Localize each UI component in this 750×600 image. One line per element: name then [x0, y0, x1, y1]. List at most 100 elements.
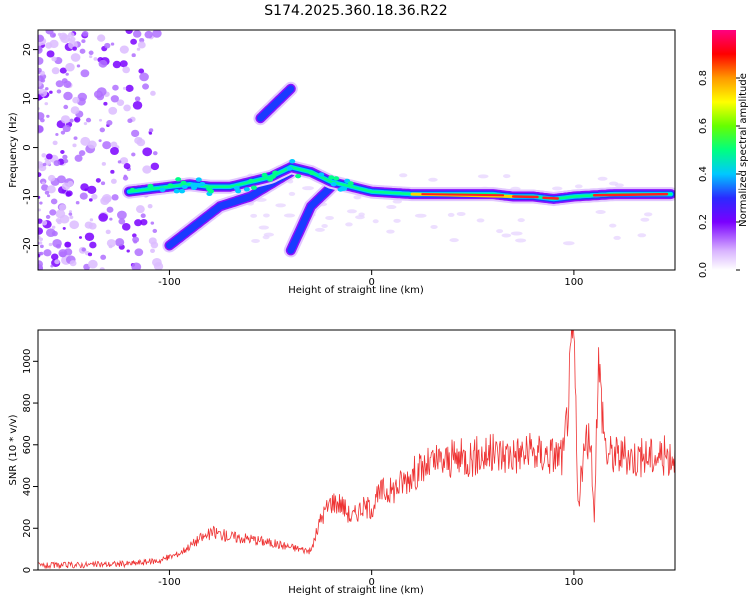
noise-blob [393, 218, 401, 223]
ridge-spot [195, 177, 202, 182]
noise-blob [38, 172, 42, 178]
noise-blob [80, 136, 91, 146]
noise-blob [41, 153, 47, 158]
noise-blob [345, 222, 353, 227]
ridge-spot [295, 173, 302, 179]
noise-blob [152, 228, 158, 234]
noise-blob [98, 118, 103, 122]
noise-blob [40, 78, 46, 83]
noise-blob [38, 253, 41, 258]
noise-blob [132, 233, 137, 238]
noise-blob [63, 104, 69, 110]
ridge-peak [542, 196, 559, 200]
noise-blob [41, 181, 45, 185]
spectrogram-ylabel: Frequency (Hz) [8, 112, 19, 188]
noise-blob [55, 132, 59, 136]
noise-blob [150, 90, 156, 96]
noise-blob [142, 165, 152, 174]
colorbar-label: Normalized spectral amplitude [738, 73, 749, 227]
noise-blob [386, 229, 395, 234]
y-tick-label: 20 [22, 43, 33, 56]
noise-blob [109, 217, 113, 221]
noise-blob [140, 213, 146, 219]
noise-blob [134, 136, 143, 145]
noise-blob [106, 206, 114, 213]
noise-blob [65, 72, 69, 76]
spectrogram-xlabel: Height of straight line (km) [288, 285, 424, 296]
noise-blob [98, 213, 108, 222]
noise-blob [152, 30, 162, 38]
noise-blob [496, 229, 504, 234]
noise-blob [44, 190, 50, 195]
noise-blob [288, 191, 296, 196]
noise-blob [127, 118, 133, 124]
noise-blob [503, 174, 511, 179]
noise-blob [68, 212, 73, 216]
snr-line [38, 330, 675, 570]
noise-blob [72, 143, 77, 148]
noise-blob [89, 55, 93, 59]
noise-blob [476, 218, 485, 223]
noise-blob [302, 186, 315, 191]
noise-blob [139, 72, 149, 82]
noise-blob [51, 56, 57, 62]
noise-blob [134, 219, 143, 227]
noise-blob [72, 96, 80, 104]
noise-blob [78, 236, 83, 239]
noise-blob [74, 154, 83, 162]
y-tick-label: 600 [22, 435, 33, 454]
y-tick-label: 0 [22, 144, 33, 150]
noise-blob [131, 152, 136, 157]
noise-blob [142, 147, 153, 157]
noise-blob [89, 218, 94, 222]
noise-blob [73, 136, 78, 140]
noise-blob [372, 219, 379, 224]
noise-blob [106, 239, 116, 248]
ridge-spot [147, 183, 154, 189]
noise-blob [60, 34, 71, 44]
noise-blob [48, 242, 53, 247]
noise-blob [119, 157, 129, 165]
noise-blob [112, 60, 122, 69]
noise-blob [62, 154, 68, 160]
ridge-spot [167, 183, 174, 188]
noise-blob [75, 201, 80, 205]
noise-blob [562, 241, 575, 246]
noise-blob [55, 218, 61, 223]
noise-blob [251, 238, 260, 243]
noise-blob [39, 237, 44, 242]
snr-plot-area [38, 330, 675, 570]
chart-title: S174.2025.360.18.36.R22 [264, 3, 447, 19]
ridge-spot [250, 185, 257, 190]
noise-blob [386, 205, 397, 210]
ridge-spot [129, 187, 136, 193]
noise-blob [275, 203, 286, 208]
y-tick-label: 0 [22, 567, 33, 573]
noise-blob [59, 204, 67, 211]
noise-blob [122, 86, 127, 90]
noise-blob [399, 173, 408, 178]
ridge-spot [208, 189, 215, 194]
noise-blob [106, 120, 113, 126]
noise-blob [314, 227, 325, 232]
y-tick-label: -20 [22, 237, 33, 253]
spectral-ridge [127, 165, 673, 201]
noise-blob [38, 208, 41, 212]
noise-blob [84, 232, 95, 242]
noise-blob [39, 70, 46, 76]
noise-blob [149, 128, 154, 133]
noise-blob [70, 36, 76, 42]
noise-blob [49, 39, 59, 49]
noise-blob [84, 221, 93, 229]
snr-frame [37, 329, 676, 571]
noise-blob [79, 192, 88, 200]
x-tick-label: 100 [564, 577, 583, 588]
noise-blob [125, 30, 133, 34]
noise-blob [93, 90, 103, 99]
noise-blob [51, 225, 56, 229]
y-tick-label: 800 [22, 393, 33, 412]
noise-blob [82, 30, 89, 37]
noise-blob [110, 95, 119, 103]
noise-blob [45, 153, 53, 160]
noise-blob [65, 62, 75, 72]
